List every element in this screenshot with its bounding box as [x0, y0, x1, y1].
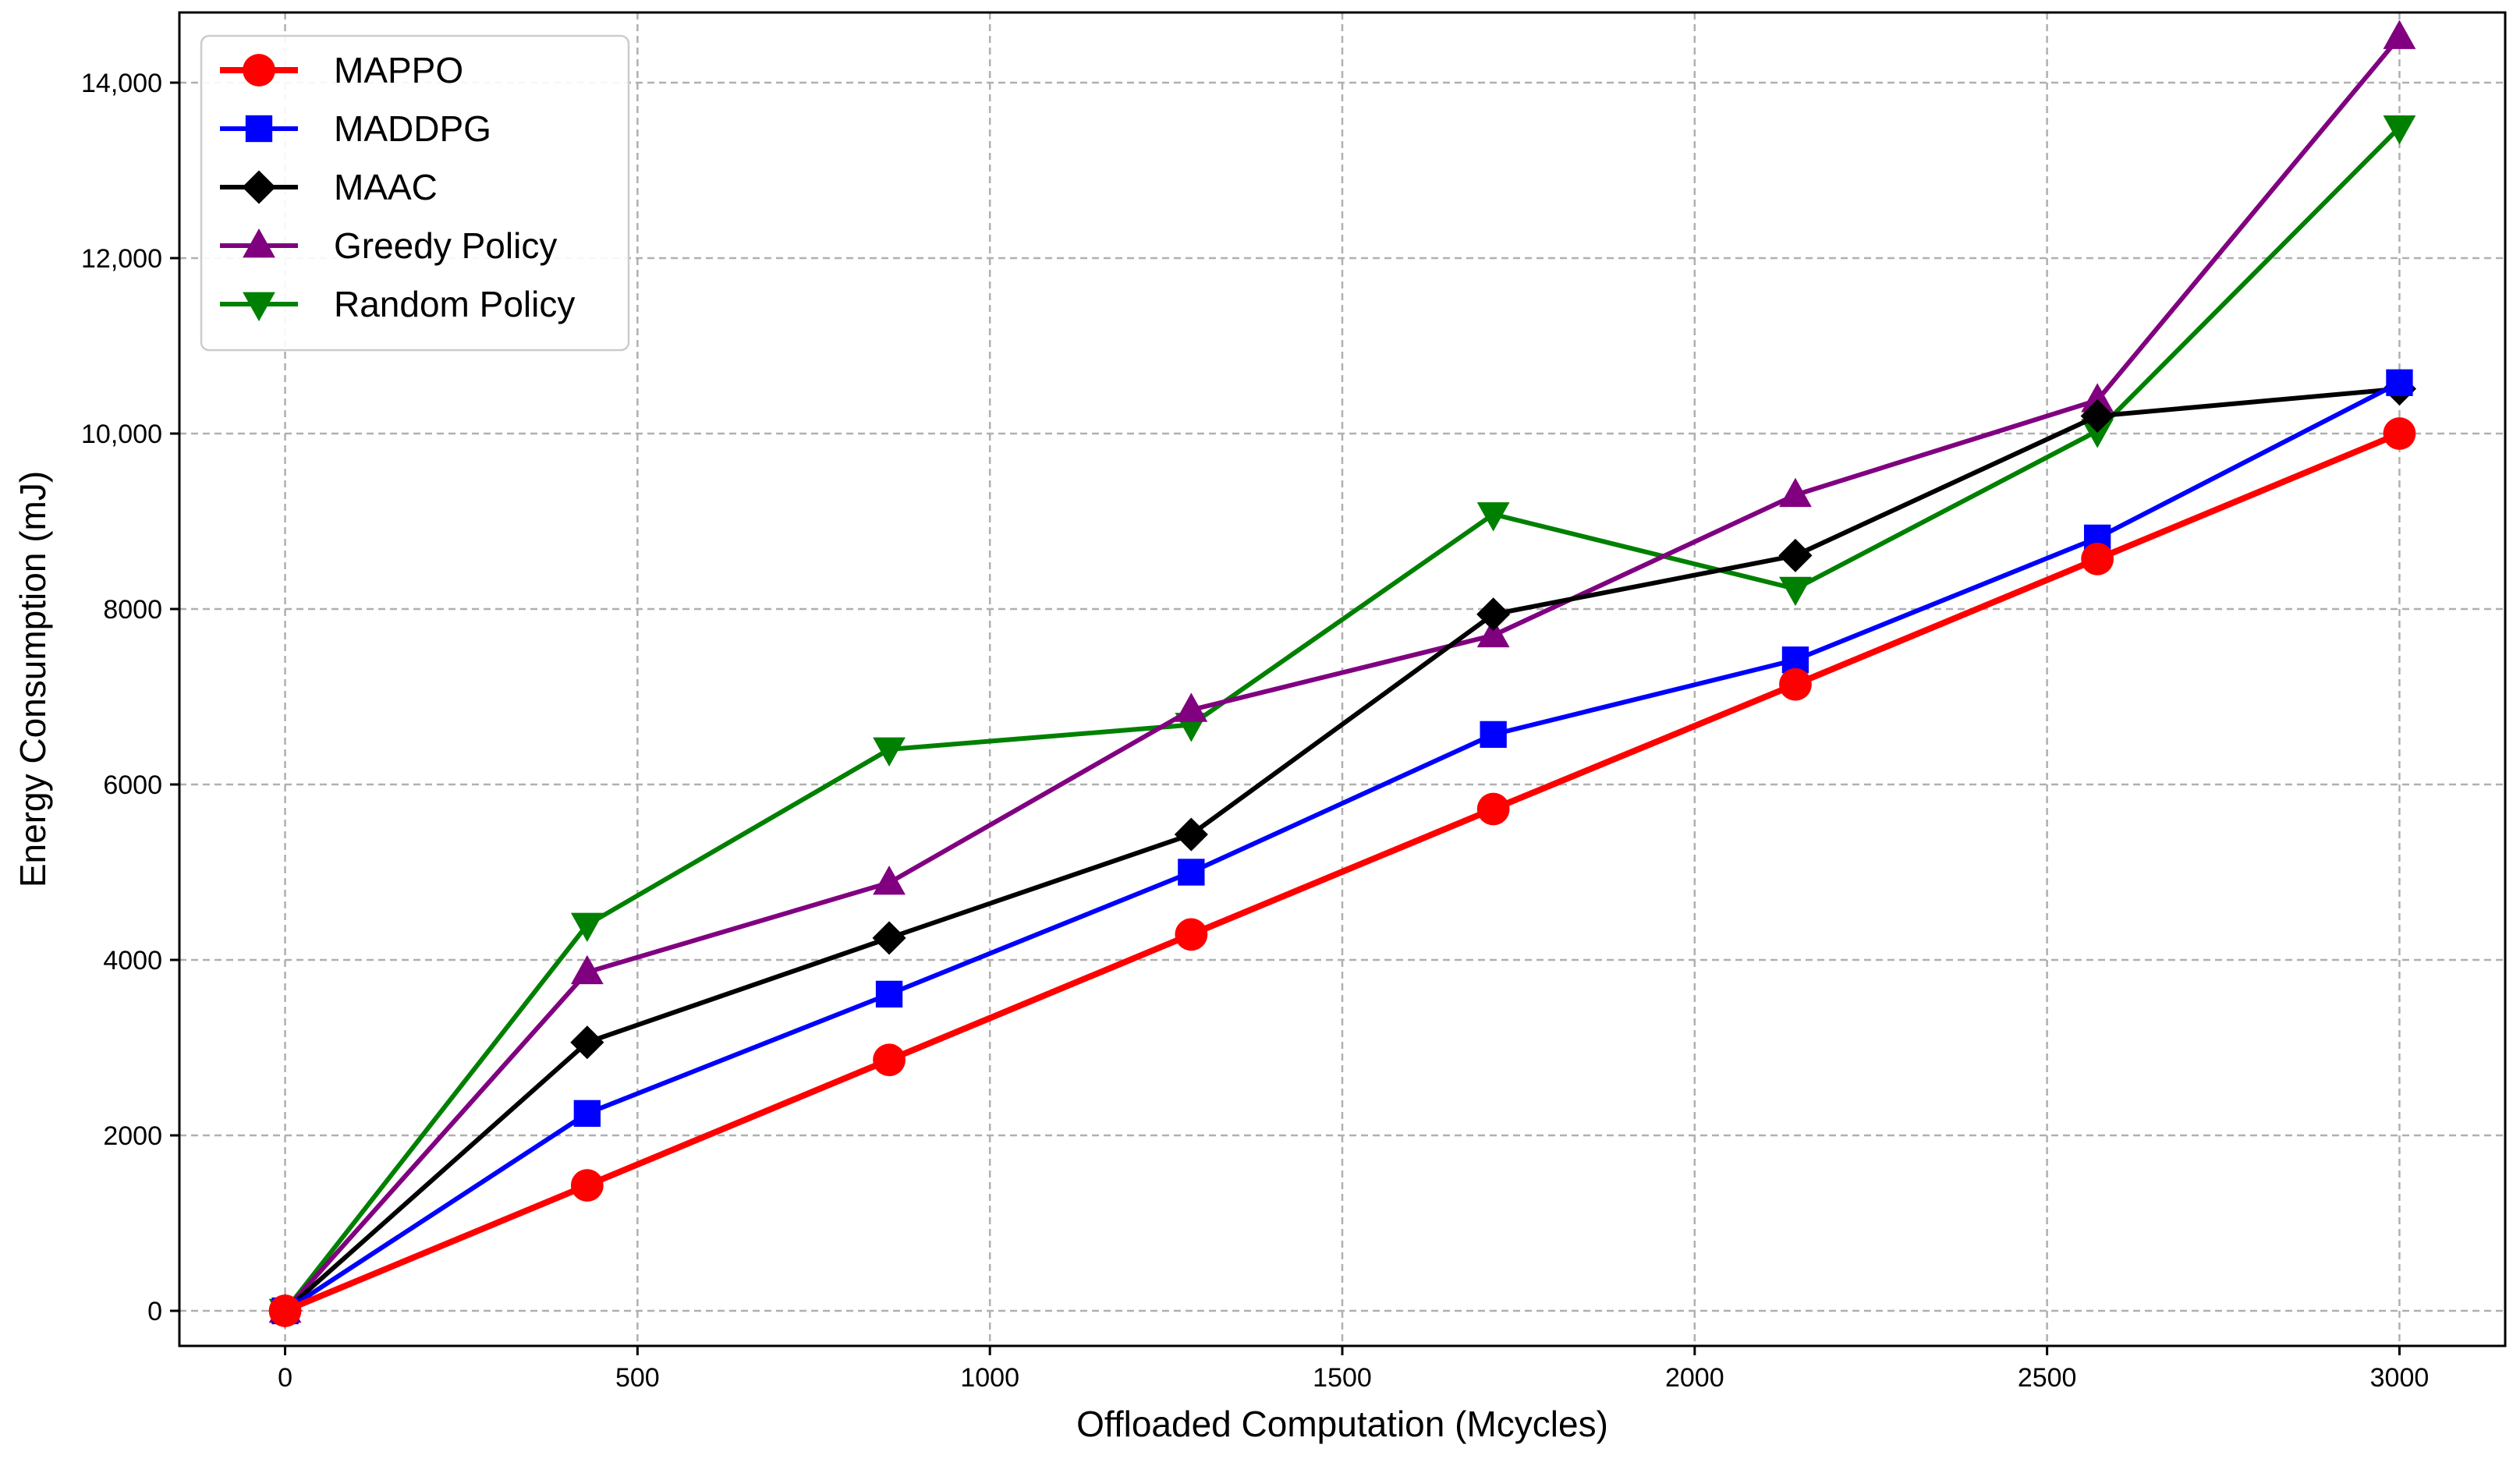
data-point-mappo: [570, 1169, 604, 1202]
x-tick-label: 3000: [2370, 1363, 2430, 1393]
data-point-random-policy: [1476, 502, 1510, 532]
data-point-random-policy: [873, 737, 906, 767]
legend-label-maddpg: MADDPG: [334, 108, 491, 149]
x-tick-label: 1000: [960, 1363, 1019, 1393]
data-point-maddpg: [573, 1100, 601, 1128]
data-point-greedy-policy: [1779, 477, 1812, 508]
x-tick-label: 2000: [1665, 1363, 1724, 1393]
series-line-maac: [282, 386, 2402, 1313]
y-tick-label: 0: [147, 1297, 162, 1326]
y-tick-label: 8000: [103, 595, 162, 625]
legend-item-random-policy: Random Policy: [220, 284, 575, 324]
legend-item-greedy-policy: Greedy Policy: [220, 225, 557, 266]
series-line-greedy-policy: [282, 34, 2402, 1313]
data-point-maac: [872, 921, 906, 955]
data-point-maac: [1174, 817, 1208, 852]
y-tick-label: 14,000: [81, 69, 162, 98]
data-point-mappo: [873, 1043, 906, 1077]
y-axis-label: Energy Consumption (mJ): [12, 471, 53, 887]
data-point-greedy-policy: [1476, 618, 1510, 648]
data-point-greedy-policy: [2081, 383, 2114, 413]
series-layer: [268, 19, 2417, 1328]
x-tick-label: 0: [278, 1363, 292, 1393]
data-point-maac: [1778, 538, 1813, 572]
x-tick-label: 2500: [2018, 1363, 2077, 1393]
legend: MAPPO MADDPG MAAC Greedy Policy Random Polic…: [200, 34, 630, 352]
data-point-mappo: [1779, 667, 1812, 701]
legend-box: [200, 34, 630, 352]
x-tick-label: 500: [615, 1363, 660, 1393]
y-tick-label: 4000: [103, 946, 162, 976]
data-point-random-policy: [1779, 576, 1812, 607]
data-point-random-policy: [2383, 115, 2416, 145]
series-line-maddpg: [282, 380, 2402, 1313]
data-point-maddpg: [2386, 369, 2413, 396]
legend-marker-mappo: [243, 54, 275, 87]
data-point-greedy-policy: [570, 954, 604, 985]
y-tick-label: 2000: [103, 1121, 162, 1151]
legend-label-greedy-policy: Greedy Policy: [334, 225, 557, 266]
series-line-mappo: [282, 430, 2403, 1314]
data-point-maddpg: [875, 980, 903, 1008]
legend-marker-maddpg: [245, 115, 273, 143]
data-point-maac: [1476, 597, 1511, 632]
data-point-maddpg: [1178, 859, 1205, 886]
data-point-mappo: [1476, 792, 1510, 826]
data-point-mappo: [2383, 417, 2416, 450]
data-point-mappo: [2081, 542, 2114, 575]
legend-item-mappo: MAPPO: [220, 50, 463, 90]
data-point-random-policy: [2081, 419, 2114, 448]
data-point-greedy-policy: [1175, 692, 1208, 722]
data-point-mappo: [1175, 918, 1208, 951]
data-point-maac: [2080, 398, 2114, 434]
x-axis-label: Offloaded Computation (Mcycles): [1076, 1404, 1608, 1444]
y-tick-label: 6000: [103, 770, 162, 800]
legend-item-maac: MAAC: [220, 167, 438, 207]
data-point-maac: [570, 1025, 604, 1060]
data-point-greedy-policy: [2383, 19, 2416, 49]
axes: 0 500 1000 1500 2000 2500 3000 0 2000 4000 6000 800…: [12, 11, 2507, 1444]
series-maddpg: [271, 369, 2413, 1325]
legend-marker-maac: [242, 170, 276, 204]
y-tick-label: 12,000: [81, 244, 162, 274]
legend-item-maddpg: MADDPG: [220, 108, 491, 149]
data-point-mappo: [268, 1294, 302, 1327]
legend-label-mappo: MAPPO: [334, 50, 463, 90]
series-line-random-policy: [282, 125, 2402, 1313]
x-tick-label: 1500: [1313, 1363, 1372, 1393]
legend-label-maac: MAAC: [334, 167, 438, 207]
legend-marker-random-policy: [243, 292, 275, 321]
y-tick-label: 10,000: [81, 420, 162, 449]
data-point-maddpg: [1480, 721, 1507, 749]
series-mappo: [268, 417, 2416, 1327]
legend-marker-greedy-policy: [243, 228, 275, 258]
data-point-greedy-policy: [873, 866, 906, 895]
legend-label-random-policy: Random Policy: [334, 284, 575, 324]
data-point-random-policy: [570, 912, 604, 942]
